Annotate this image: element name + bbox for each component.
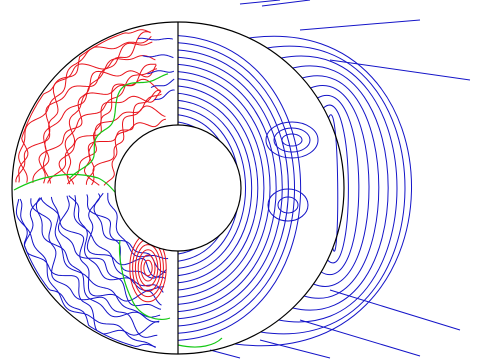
external-field-line (299, 19, 421, 31)
external-field-line (278, 55, 398, 323)
negative-contour (68, 195, 164, 293)
external-field-line (317, 94, 360, 276)
negative-contour (147, 70, 175, 75)
external-field-line (260, 45, 406, 335)
external-field-line (292, 65, 389, 311)
positive-contour (42, 55, 156, 184)
external-field-line (299, 319, 421, 357)
field-line (281, 133, 303, 147)
negative-contour (137, 37, 173, 41)
field-line (273, 127, 311, 153)
field-line (177, 56, 283, 320)
field-line (177, 42, 295, 334)
negative-contour (58, 195, 162, 310)
negative-contour (107, 192, 169, 260)
external-field-line (329, 59, 471, 81)
negative-contour (30, 198, 158, 338)
positive-contour (64, 68, 158, 185)
external-field-line (234, 35, 412, 347)
positive-contour (134, 244, 162, 292)
zero-contour (69, 73, 169, 179)
negative-contour (40, 197, 162, 306)
zero-contour (177, 337, 223, 348)
field-line (177, 63, 277, 313)
external-field-line (310, 85, 370, 287)
external-field-line (329, 289, 461, 331)
negative-contour (15, 199, 156, 349)
external-field-line (302, 75, 380, 299)
external-field-line (261, 0, 311, 7)
positive-contour (58, 78, 162, 185)
positive-contour (18, 29, 151, 183)
positive-contour (91, 105, 166, 186)
external-field-line (209, 349, 241, 359)
external-field-line (323, 104, 349, 264)
field-line (177, 49, 289, 327)
negative-contour (19, 198, 156, 348)
positive-contour (38, 64, 157, 184)
inner-boundary (114, 124, 242, 252)
positive-contour (83, 89, 161, 186)
negative-contour (86, 193, 166, 279)
field-line (177, 92, 253, 284)
negative-contour (35, 197, 161, 318)
positive-contour (140, 254, 156, 282)
field-line (267, 188, 309, 222)
field-line (177, 85, 259, 291)
positive-contour (143, 259, 153, 277)
left-hemisphere-contours (13, 29, 175, 349)
field-line (177, 99, 246, 277)
external-field-line (239, 0, 281, 5)
field-line (277, 196, 299, 214)
negative-contour (150, 78, 175, 88)
external-field-line (328, 114, 339, 252)
positive-contour (32, 41, 153, 183)
shell-boundaries (11, 21, 345, 355)
zero-contour (13, 173, 119, 197)
positive-contour (85, 93, 162, 185)
positive-contour (137, 249, 159, 287)
zero-contour (118, 239, 171, 321)
negative-contour (73, 195, 165, 291)
positive-contour (18, 35, 152, 183)
negative-contour (142, 54, 174, 59)
negative-contour (86, 194, 167, 279)
field-line (177, 78, 265, 298)
negative-contour (154, 89, 175, 101)
field-line (265, 121, 319, 159)
external-field-lines (177, 0, 471, 359)
negative-contour (50, 196, 160, 323)
external-field-line (259, 339, 331, 359)
field-line (177, 71, 271, 305)
